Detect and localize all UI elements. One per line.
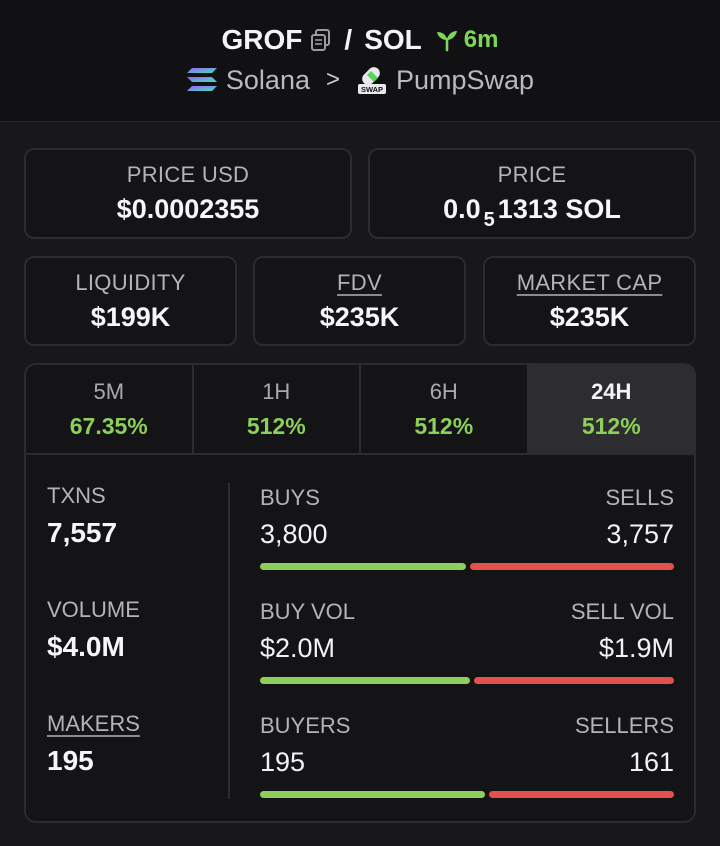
price-native-card: PRICE 0.0 5 1313 SOL xyxy=(368,148,696,239)
pair-header: GROF / SOL 6m xyxy=(0,0,720,122)
makers-label[interactable]: MAKERS xyxy=(47,711,140,736)
buy-bar xyxy=(260,563,466,570)
buyers-value: 195 xyxy=(260,747,306,777)
pair-separator: / xyxy=(344,24,353,55)
tab-24h[interactable]: 24H 512% xyxy=(528,365,694,453)
pumpswap-icon-text: SWAP xyxy=(361,85,383,94)
buy-bar xyxy=(260,677,470,684)
tab-change: 67.35% xyxy=(69,413,148,439)
tab-label: 6H xyxy=(429,379,458,404)
chain-link[interactable]: Solana xyxy=(225,64,310,95)
sell-vol-label: SELL VOL xyxy=(570,599,674,624)
seedling-icon xyxy=(436,31,457,52)
solana-icon xyxy=(186,68,217,91)
liquidity-value: $199K xyxy=(90,302,171,332)
market-cap-label[interactable]: MARKET CAP xyxy=(516,270,663,295)
chevron-right-icon: > xyxy=(325,66,340,93)
market-cap-value: $235K xyxy=(549,302,630,332)
fdv-card: FDV $235K xyxy=(253,256,466,346)
tab-change: 512% xyxy=(246,413,306,439)
price-native-label: PRICE xyxy=(497,162,567,187)
fdv-label[interactable]: FDV xyxy=(337,270,382,295)
volume-stat: VOLUME $4.0M xyxy=(47,597,140,663)
liquidity-label: LIQUIDITY xyxy=(75,270,186,295)
timeframe-tabs: 5M 67.35% 1H 512% 6H 512% 24H 512% xyxy=(26,365,694,455)
txns-value: 7,557 xyxy=(47,517,118,548)
tab-label: 5M xyxy=(93,379,125,404)
quote-symbol: SOL xyxy=(364,24,422,55)
volume-split: BUY VOL SELL VOL $2.0M $1.9M xyxy=(260,599,674,689)
tab-1h[interactable]: 1H 512% xyxy=(194,365,361,453)
tab-6h[interactable]: 6H 512% xyxy=(361,365,529,453)
stats-panel: 5M 67.35% 1H 512% 6H 512% 24H 512% TXNS … xyxy=(24,363,696,823)
txns-stat: TXNS 7,557 xyxy=(47,483,117,549)
makers-stat: MAKERS 195 xyxy=(47,711,140,777)
price-native-suffix: 1313 SOL xyxy=(497,194,621,224)
volume-label: VOLUME xyxy=(47,597,140,622)
price-usd-label: PRICE USD xyxy=(126,162,250,187)
makers-value: 195 xyxy=(47,745,94,776)
volume-ratio-bar xyxy=(260,677,674,684)
buy-bar xyxy=(260,791,485,798)
sellers-label: SELLERS xyxy=(574,713,674,738)
sellers-value: 161 xyxy=(628,747,674,777)
price-native-zero-count: 5 xyxy=(483,209,495,231)
fdv-value: $235K xyxy=(319,302,400,332)
tab-5m[interactable]: 5M 67.35% xyxy=(26,365,194,453)
sell-bar xyxy=(474,677,674,684)
sells-label: SELLS xyxy=(605,485,675,510)
pair-age: 6m xyxy=(434,26,499,54)
pair-title: GROF / SOL 6m xyxy=(0,22,720,58)
tab-change: 512% xyxy=(414,413,474,439)
stats-divider xyxy=(228,483,230,799)
tab-change: 512% xyxy=(581,413,641,439)
pumpswap-icon: SWAP xyxy=(358,67,386,94)
txns-ratio-bar xyxy=(260,563,674,570)
txns-split: BUYS SELLS 3,800 3,757 xyxy=(260,485,674,575)
buys-label: BUYS xyxy=(260,485,320,510)
tab-label: 1H xyxy=(262,379,291,404)
buys-value: 3,800 xyxy=(260,519,328,549)
liquidity-card: LIQUIDITY $199K xyxy=(24,256,237,346)
txns-label: TXNS xyxy=(47,483,106,508)
makers-split: BUYERS SELLERS 195 161 xyxy=(260,713,674,803)
sells-value: 3,757 xyxy=(606,519,674,549)
makers-ratio-bar xyxy=(260,791,674,798)
volume-value: $4.0M xyxy=(47,631,125,662)
copy-icon[interactable] xyxy=(310,28,332,52)
token-symbol: GROF xyxy=(221,24,303,55)
price-native-prefix: 0.0 xyxy=(443,194,481,224)
price-usd-value: $0.0002355 xyxy=(116,194,260,224)
market-cap-card: MARKET CAP $235K xyxy=(483,256,696,346)
buyers-label: BUYERS xyxy=(260,713,351,738)
tab-label: 24H xyxy=(591,379,632,404)
buy-vol-label: BUY VOL xyxy=(260,599,355,624)
dex-link[interactable]: PumpSwap xyxy=(396,64,535,95)
sell-vol-value: $1.9M xyxy=(598,633,674,663)
price-native-value: 0.0 5 1313 SOL xyxy=(370,194,694,231)
pair-age-label: 6m xyxy=(463,26,499,53)
sell-bar xyxy=(489,791,674,798)
price-usd-card: PRICE USD $0.0002355 xyxy=(24,148,352,239)
breadcrumb: Solana > SWAP PumpSwap xyxy=(0,62,720,98)
buy-vol-value: $2.0M xyxy=(260,633,336,663)
sell-bar xyxy=(470,563,674,570)
